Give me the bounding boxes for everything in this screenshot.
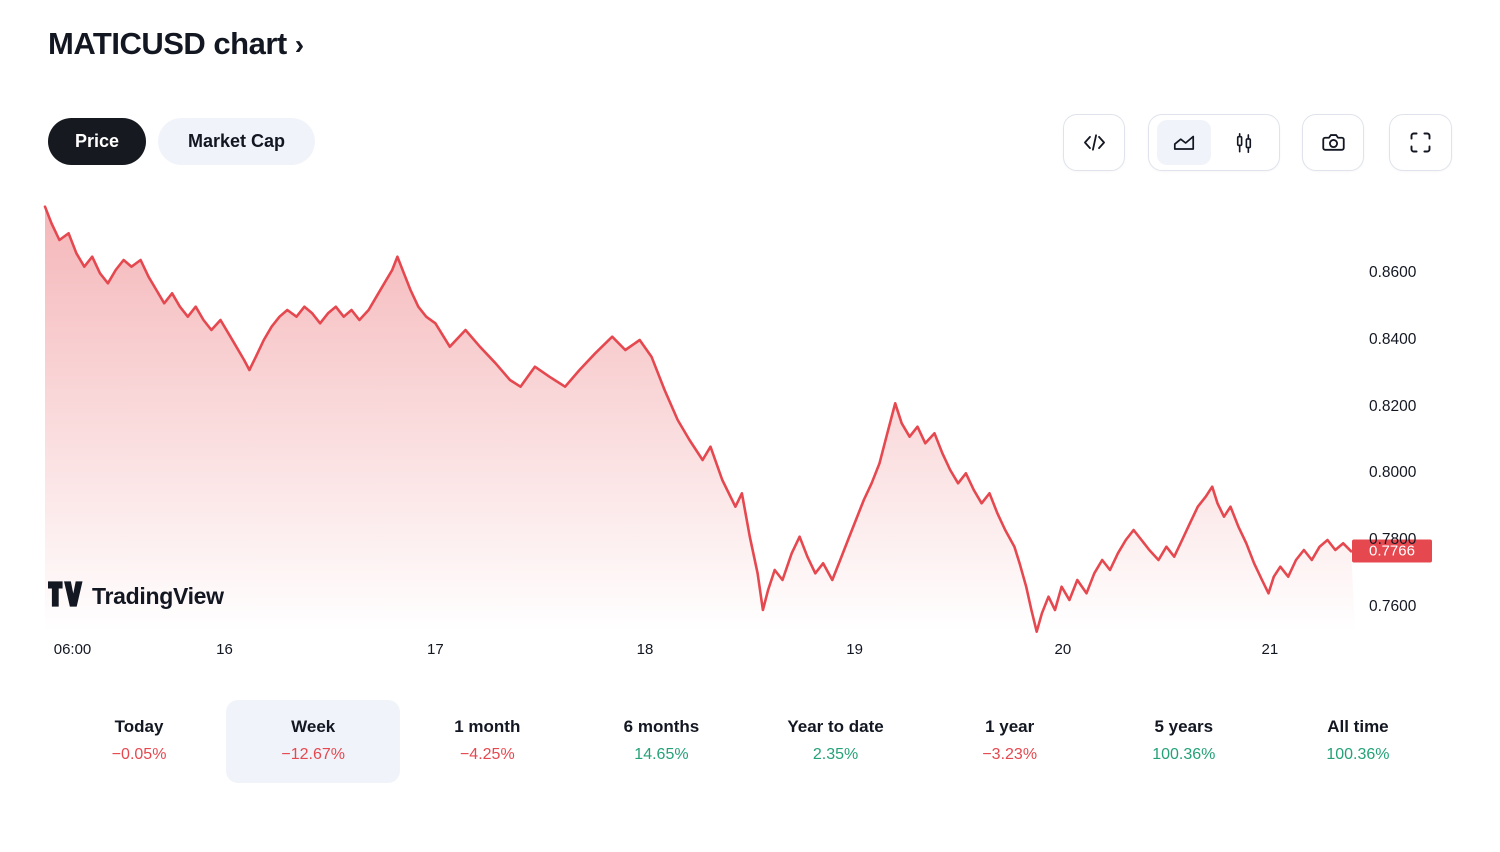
time-axis-label: 18 [636,641,654,658]
time-axis[interactable]: 06:00 16 17 18 19 20 21 [45,641,1355,661]
price-axis-label: 0.8000 [1369,464,1417,482]
market-cap-toggle-button[interactable]: Market Cap [158,118,316,165]
fullscreen-button[interactable] [1389,114,1452,171]
price-axis-label: 0.7600 [1369,597,1417,615]
range-tab-label: 6 months [623,717,700,736]
range-tab-year-to-date[interactable]: Year to date 2.35% [749,700,923,783]
tradingview-attribution[interactable]: TradingView [48,581,224,612]
tradingview-logo-icon [48,581,83,612]
range-tab-label: All time [1327,717,1389,736]
range-tab-change: 100.36% [1326,746,1390,763]
price-axis-label: 0.7800 [1369,531,1417,548]
last-price-badge: 0.7766 [1352,539,1432,563]
range-tab-label: 1 year [985,717,1035,736]
price-line [43,205,1353,633]
chart-title-link[interactable]: MATICUSD chart › [48,26,304,62]
price-toggle-button[interactable]: Price [48,118,147,165]
price-axis-label: 0.8200 [1369,397,1417,415]
area-chart-icon [1171,130,1197,156]
time-axis-label: 21 [1261,641,1279,658]
area-chart-type-button[interactable] [1157,120,1211,165]
range-tabs: Today −0.05% Week −12.67% 1 month −4.25% 6 mon… [52,700,1445,783]
range-tab-1-month[interactable]: 1 month −4.25% [400,700,574,783]
range-tab-change: 100.36% [1152,746,1216,763]
time-axis-label: 06:00 [53,641,92,658]
range-tab-label: Today [114,717,164,736]
chevron-right-icon: › [294,29,305,60]
range-tab-label: 1 month [454,717,521,736]
range-tab-all-time[interactable]: All time 100.36% [1271,700,1445,783]
price-axis[interactable]: 0.7766 0.8600 0.8400 0.8200 0.8000 0.7800 0.7… [1352,200,1500,630]
range-tab-label: Week [291,717,336,736]
area-fill [45,206,1355,632]
range-tab-change: 2.35% [812,746,859,763]
range-tab-change: −0.05% [111,746,167,763]
range-tab-today[interactable]: Today −0.05% [52,700,226,783]
range-tab-change: 14.65% [634,746,689,763]
range-tab-week[interactable]: Week −12.67% [226,700,401,783]
snapshot-button[interactable] [1302,114,1364,171]
page-title: MATICUSD chart [48,26,287,61]
range-tab-change: −12.67% [281,746,345,763]
range-tab-change: −3.23% [982,746,1038,763]
price-axis-label: 0.8400 [1369,331,1417,348]
candlestick-chart-type-button[interactable] [1217,120,1271,165]
time-axis-label: 16 [216,641,233,658]
price-chart-canvas [43,205,1355,633]
camera-icon [1320,129,1347,156]
time-axis-label: 17 [427,641,444,658]
time-axis-label: 20 [1054,641,1072,658]
range-tab-change: −4.25% [459,746,515,763]
range-tab-6-months[interactable]: 6 months 14.65% [574,700,748,783]
price-chart[interactable] [43,200,1355,633]
candlestick-icon [1231,130,1257,156]
chart-type-switcher [1148,114,1280,171]
range-tab-label: 5 years [1154,717,1214,736]
price-axis-label: 0.8600 [1369,264,1417,282]
embed-code-button[interactable] [1063,114,1125,171]
tradingview-brand-text: TradingView [92,583,224,609]
time-axis-label: 19 [846,641,863,658]
fullscreen-icon [1407,129,1434,156]
range-tab-label: Year to date [787,717,884,736]
code-icon [1081,129,1108,156]
range-tab-1-year[interactable]: 1 year −3.23% [923,700,1097,783]
range-tab-5-years[interactable]: 5 years 100.36% [1097,700,1271,783]
